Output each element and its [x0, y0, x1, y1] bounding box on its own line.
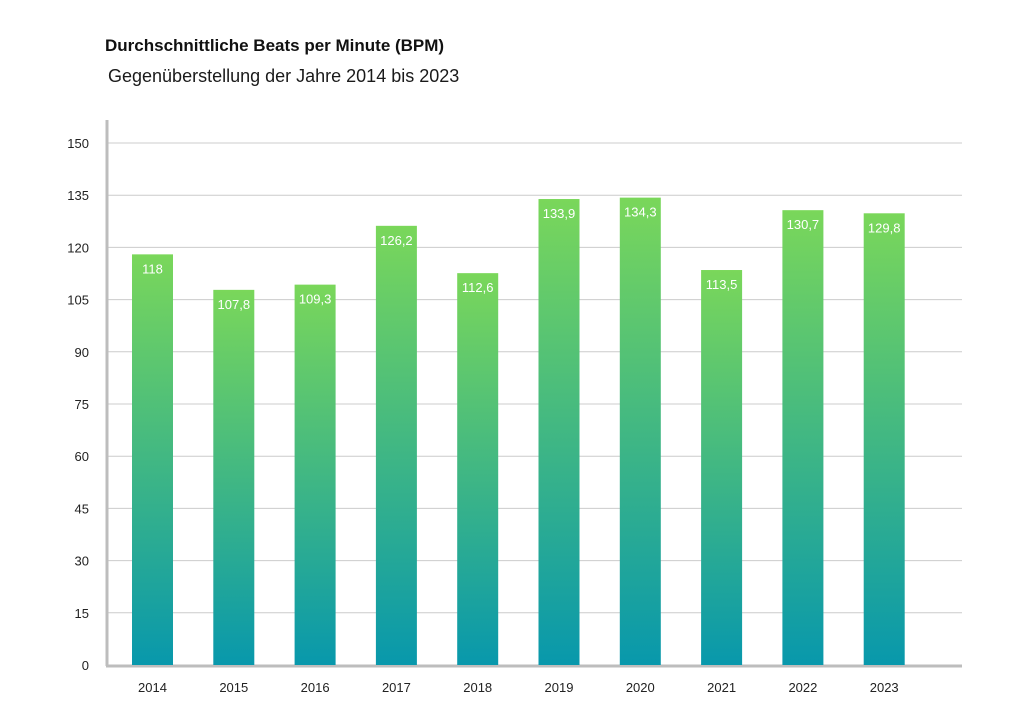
x-tick-label: 2014 [138, 680, 167, 695]
x-tick-label: 2017 [382, 680, 411, 695]
bar-2023 [863, 213, 905, 665]
y-tick-label: 60 [75, 449, 89, 464]
x-tick-label: 2018 [463, 680, 492, 695]
y-tick-label: 105 [67, 293, 89, 308]
value-label: 112,6 [462, 280, 494, 295]
x-tick-label: 2015 [219, 680, 248, 695]
x-tick-label: 2020 [626, 680, 655, 695]
value-label: 107,8 [218, 297, 251, 312]
value-label: 113,5 [706, 277, 738, 292]
y-tick-label: 90 [75, 345, 89, 360]
bar-2017 [375, 225, 417, 665]
x-tick-label: 2023 [870, 680, 899, 695]
bar-2018 [457, 273, 499, 665]
x-tick-label: 2021 [707, 680, 736, 695]
y-tick-label: 75 [75, 397, 89, 412]
bar-2016 [294, 284, 336, 665]
y-tick-label: 30 [75, 554, 89, 569]
y-tick-label: 15 [75, 606, 89, 621]
value-label: 118 [142, 261, 163, 276]
x-tick-label: 2019 [545, 680, 574, 695]
bars [132, 197, 905, 666]
y-tick-label: 45 [75, 501, 89, 516]
bar-2014 [132, 254, 173, 666]
x-tick-label: 2016 [301, 680, 330, 695]
y-tick-label: 150 [67, 136, 89, 151]
bar-2021 [701, 270, 743, 665]
axes [105, 120, 962, 668]
chart-title: Durchschnittliche Beats per Minute (BPM) [105, 36, 445, 55]
value-label: 133,9 [543, 206, 576, 221]
y-tick-label: 135 [67, 188, 89, 203]
bar-2022 [782, 210, 824, 665]
x-tick-label: 2022 [788, 680, 817, 695]
bar-2015 [213, 289, 255, 665]
value-label: 109,3 [299, 292, 332, 307]
value-label: 126,2 [380, 233, 413, 248]
bar-2020 [619, 197, 661, 666]
bar-2019 [538, 199, 580, 665]
y-tick-label: 120 [67, 240, 89, 255]
y-tick-label: 0 [82, 658, 89, 673]
value-label: 134,3 [624, 205, 657, 220]
value-label: 130,7 [787, 217, 820, 232]
value-label: 129,8 [868, 220, 901, 235]
labels: 0 15 30 45 60 75 90 105 120 135 150 118 2014 107,8 201… [67, 136, 900, 695]
chart-subtitle: Gegenüberstellung der Jahre 2014 bis 202… [108, 66, 460, 86]
